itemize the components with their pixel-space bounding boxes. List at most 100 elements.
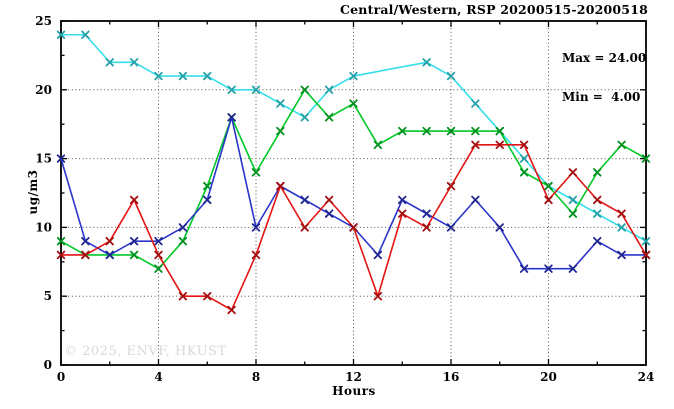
green-marker (495, 126, 504, 136)
red-marker (56, 250, 66, 260)
max-value-label: Max = 24.00 (562, 51, 647, 65)
green-marker (422, 126, 431, 136)
cyan-marker (56, 30, 66, 39)
red-marker (422, 223, 431, 232)
blue-marker (495, 223, 504, 232)
red-marker (349, 223, 358, 232)
cyan-marker (324, 85, 334, 94)
cyan-marker (519, 154, 529, 163)
red-marker (154, 250, 163, 260)
grid-lines (61, 21, 646, 365)
green-marker (178, 236, 188, 246)
x-tick-label: 0 (57, 370, 65, 384)
green-marker (641, 154, 651, 163)
red-marker (81, 250, 90, 260)
blue-marker (154, 236, 163, 246)
green-marker (129, 250, 139, 260)
red-marker (568, 168, 578, 177)
blue-marker (81, 236, 90, 246)
green-marker (373, 140, 383, 150)
cyan-marker (129, 58, 139, 67)
red-marker (641, 250, 651, 260)
blue-marker (471, 195, 480, 205)
blue-marker (324, 209, 334, 218)
blue-marker (227, 113, 236, 122)
x-tick-label: 20 (540, 370, 557, 384)
max-min-annotation: Max = 24.00 Min = 4.00 (562, 26, 646, 130)
green-marker (300, 85, 309, 94)
green-marker (593, 168, 602, 177)
blue-marker (56, 154, 66, 163)
red-marker (373, 292, 383, 301)
cyan-marker (641, 236, 651, 246)
x-tick-labels: 0 4 8 12 16 20 24 (57, 370, 655, 384)
y-tick-labels: 0 5 10 15 20 25 (35, 14, 52, 372)
green-marker (519, 168, 529, 177)
green-marker (154, 264, 163, 273)
blue-marker (422, 209, 431, 218)
cyan-marker (422, 58, 431, 67)
red-marker (300, 223, 309, 232)
cyan-marker (154, 71, 163, 81)
min-value-label: Min = 4.00 (562, 90, 641, 104)
blue-marker (300, 195, 309, 205)
red-marker (446, 181, 456, 191)
y-tick-label: 5 (44, 289, 52, 303)
red-marker (129, 195, 139, 205)
red-marker (324, 195, 334, 205)
cyan-marker (203, 71, 212, 81)
red-marker (178, 292, 188, 301)
y-tick-label: 15 (35, 152, 52, 166)
cyan-marker (81, 30, 90, 39)
y-axis-label: ug/m3 (26, 169, 40, 215)
green-marker (398, 126, 407, 136)
cyan-marker (593, 209, 602, 218)
blue-marker (593, 236, 602, 246)
green-marker (446, 126, 456, 136)
cyan-marker (471, 99, 480, 108)
y-tick-label: 25 (35, 14, 52, 28)
red-marker (495, 140, 504, 150)
axis-ticks (60, 20, 647, 366)
blue-marker (398, 195, 407, 205)
green-marker (568, 209, 578, 218)
red-marker (105, 236, 114, 246)
red-marker (519, 140, 529, 150)
x-tick-label: 8 (252, 370, 260, 384)
green-marker (471, 126, 480, 136)
green-marker (276, 126, 285, 136)
red-marker (251, 250, 261, 260)
blue-marker (446, 223, 456, 232)
blue-marker (568, 264, 578, 273)
y-tick-label: 10 (35, 220, 52, 234)
cyan-marker (446, 71, 456, 81)
red-marker (617, 209, 626, 218)
green-marker (617, 140, 626, 150)
x-tick-label: 4 (154, 370, 162, 384)
red-marker (203, 292, 212, 301)
cyan-marker (300, 113, 309, 122)
red-marker (544, 195, 553, 205)
blue-marker (544, 264, 553, 273)
cyan-marker (227, 85, 236, 94)
blue-marker (129, 236, 139, 246)
x-tick-label: 24 (638, 370, 655, 384)
cyan-marker (349, 71, 358, 81)
cyan-marker (276, 99, 285, 108)
red-marker (398, 209, 407, 218)
red-marker (593, 195, 602, 205)
x-axis-label: Hours (332, 384, 376, 398)
cyan-marker (568, 195, 578, 205)
cyan-marker (178, 71, 188, 81)
blue-marker (105, 250, 114, 260)
blue-marker (373, 250, 383, 260)
cyan-marker (617, 223, 626, 232)
green-marker (251, 168, 261, 177)
red-marker (471, 140, 480, 150)
green-marker (203, 181, 212, 191)
x-tick-label: 16 (443, 370, 460, 384)
green-marker (324, 113, 334, 122)
watermark: © 2025, ENVF, HKUST (64, 344, 227, 359)
blue-marker (251, 223, 261, 232)
